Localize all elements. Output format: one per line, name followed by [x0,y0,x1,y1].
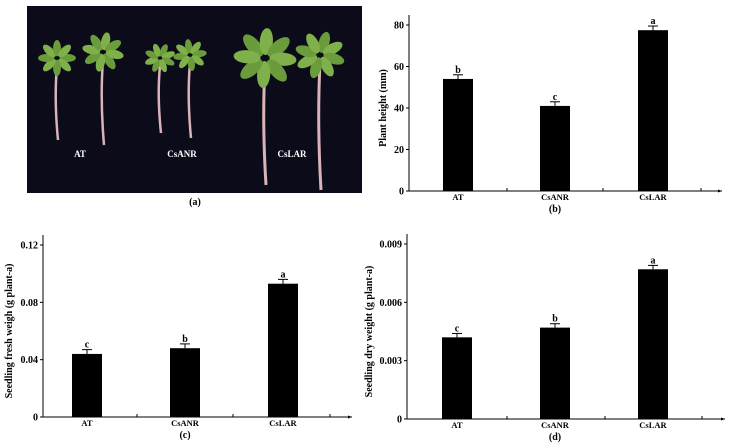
leaf [42,58,56,72]
leaf [103,53,116,70]
y-tick-label: 0.08 [21,298,39,309]
leaf [190,41,201,55]
x-tick-label: CsLAR [639,192,667,202]
x-axis-arrow [721,417,725,421]
leaf [187,56,195,71]
y-tick-label: 0.009 [380,240,403,251]
leaf [105,39,122,53]
leaf [152,43,161,57]
bar-csanr [540,105,570,191]
y-tick-label: 0.006 [380,298,403,309]
bar-csanr [540,327,570,419]
bar-cslar [638,30,668,191]
significance-label: c [553,92,558,103]
y-tick-label: 60 [394,62,404,73]
chart-plant-height: 0 20 40 60 80 Plant height (mm) b AT c CsANR a CsLA… [378,15,722,215]
leaf [42,44,56,58]
bar-at [72,353,102,417]
y-tick-label: 80 [394,21,404,32]
leaf [243,34,264,57]
leaf [152,59,161,72]
root [187,62,193,139]
chart-dry-weight: 0 0.003 0.006 0.009 Seedling dry weight (g p… [364,234,725,443]
y-axis-label: Plant height (mm) [378,69,389,147]
photo-label-cslar: CsLAR [277,149,307,159]
significance-label: a [281,269,286,280]
x-tick-label: CsANR [171,418,200,428]
leaf [179,55,190,69]
bar-at [442,337,472,419]
leaf [297,54,318,69]
leaf [58,44,72,58]
y-axis-label: Seedling fresh weigh (g plant-a) [4,264,15,399]
leaf [145,56,158,65]
x-tick-label: CsLAR [639,420,667,430]
significance-label: b [552,314,558,325]
y-tick-label: 0 [399,187,404,198]
leaf [105,49,124,60]
x-tick-label: CsLAR [269,418,297,428]
x-tick-label: CsANR [541,420,570,430]
leaf [191,55,204,66]
leaf [306,33,321,54]
leaf [162,51,175,60]
leaf [58,58,72,72]
y-tick-label: 0 [33,413,38,424]
panel-caption: (c) [179,430,190,441]
leaf [176,44,189,55]
leaf [159,44,168,57]
seedling-photo: AT CsANR CsLAR (a) [27,6,362,208]
x-axis-arrow [348,415,352,419]
y-tick-label: 0.003 [380,356,403,367]
leaf [185,39,193,54]
bar-cslar [268,283,298,417]
photo-label-at: AT [74,149,86,159]
x-tick-label: CsANR [541,192,570,202]
significance-label: a [651,255,656,266]
photo-background [27,6,362,193]
panel-caption: (d) [549,432,561,443]
leaf [319,56,334,77]
leaf [159,59,168,73]
photo-label-csanr: CsANR [167,149,197,159]
leaf [145,50,159,59]
leaf [161,57,175,66]
y-tick-label: 0 [397,415,402,426]
bar-csanr [170,348,200,417]
leaf [240,58,263,79]
leaf [53,39,61,57]
x-tick-label: AT [451,420,463,430]
panel-caption-a: (a) [189,197,201,208]
chart-fresh-weight: 0 0.04 0.08 0.12 Seedling fresh weigh (g pla… [4,235,352,441]
root [157,65,163,134]
bar-cslar [638,269,668,419]
significance-label: c [85,340,90,351]
x-axis-arrow [718,189,722,193]
y-axis-label: Seedling dry weight (g plant-a) [364,266,375,398]
y-tick-label: 0.04 [21,355,39,366]
bar-at [443,78,473,191]
panel-caption: (b) [549,204,561,215]
y-tick-label: 40 [394,104,404,115]
leaf [322,41,343,56]
leaf [267,37,290,58]
leaf [233,50,261,64]
leaf [90,34,103,51]
leaf [53,59,61,77]
y-tick-label: 0.12 [21,241,39,252]
root [317,62,323,191]
significance-label: b [455,65,461,76]
significance-label: b [182,334,188,345]
y-tick-label: 20 [394,145,404,156]
x-tick-label: AT [81,418,93,428]
seedlings [38,28,345,191]
significance-label: c [455,323,460,334]
leaf [84,51,101,65]
significance-label: a [651,16,656,27]
x-tick-label: AT [452,192,464,202]
leaf [266,59,287,82]
